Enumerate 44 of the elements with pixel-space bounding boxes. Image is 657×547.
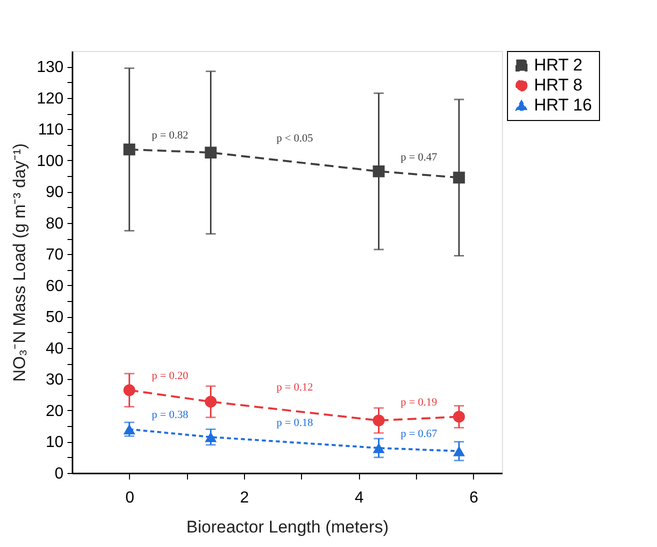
y-tick-label: 80 (46, 215, 64, 232)
y-tick-label: 60 (46, 278, 64, 295)
point (204, 146, 217, 159)
annotation: p = 0.18 (276, 417, 314, 430)
annotation: p = 0.19 (400, 396, 438, 409)
y-tick-label: 110 (38, 122, 64, 139)
point (453, 172, 465, 184)
annotation: p = 0.47 (400, 151, 438, 164)
y-tick-label: 120 (36, 90, 64, 108)
legend-label: HRT 16 (534, 96, 592, 114)
y-tick-label: 50 (46, 309, 64, 326)
point (372, 442, 385, 454)
point (372, 414, 385, 426)
y-tick-label: 0 (54, 466, 64, 482)
y-tick-label: 20 (46, 402, 64, 420)
point (372, 165, 385, 178)
y-tick-label: 40 (46, 340, 64, 358)
annotation: p = 0.82 (152, 129, 188, 142)
x-tick-label: 4 (354, 490, 364, 506)
y-tick-label: 10 (46, 434, 64, 452)
y-tick-label: 100 (36, 152, 64, 170)
point (453, 446, 465, 456)
legend-label: HRT 2 (534, 56, 583, 74)
annotation: p = 0.67 (400, 428, 438, 440)
point (123, 424, 136, 434)
annotation: p = 0.12 (276, 382, 313, 394)
x-tick-label: 6 (469, 490, 478, 506)
legend-label: HRT 8 (534, 76, 583, 94)
annotation: p < 0.05 (276, 132, 314, 145)
x-tick-label: 0 (125, 490, 134, 506)
point (204, 432, 217, 442)
point (204, 396, 217, 408)
annotation: p = 0.20 (152, 370, 189, 382)
y-tick-label: 30 (46, 372, 64, 389)
x-tick-label: 2 (240, 490, 250, 506)
annotation: p = 0.38 (152, 409, 189, 422)
y-tick-label: 130 (36, 59, 64, 76)
point (453, 410, 465, 423)
y-tick-label: 90 (46, 184, 64, 202)
point (123, 384, 136, 396)
x-axis-title: Bioreactor Length (meters) (186, 518, 389, 536)
y-tick-label: 70 (46, 246, 64, 264)
y-axis-title: NO₃⁻N Mass Load (g m⁻³ day⁻¹) (10, 143, 29, 382)
point (123, 144, 136, 156)
